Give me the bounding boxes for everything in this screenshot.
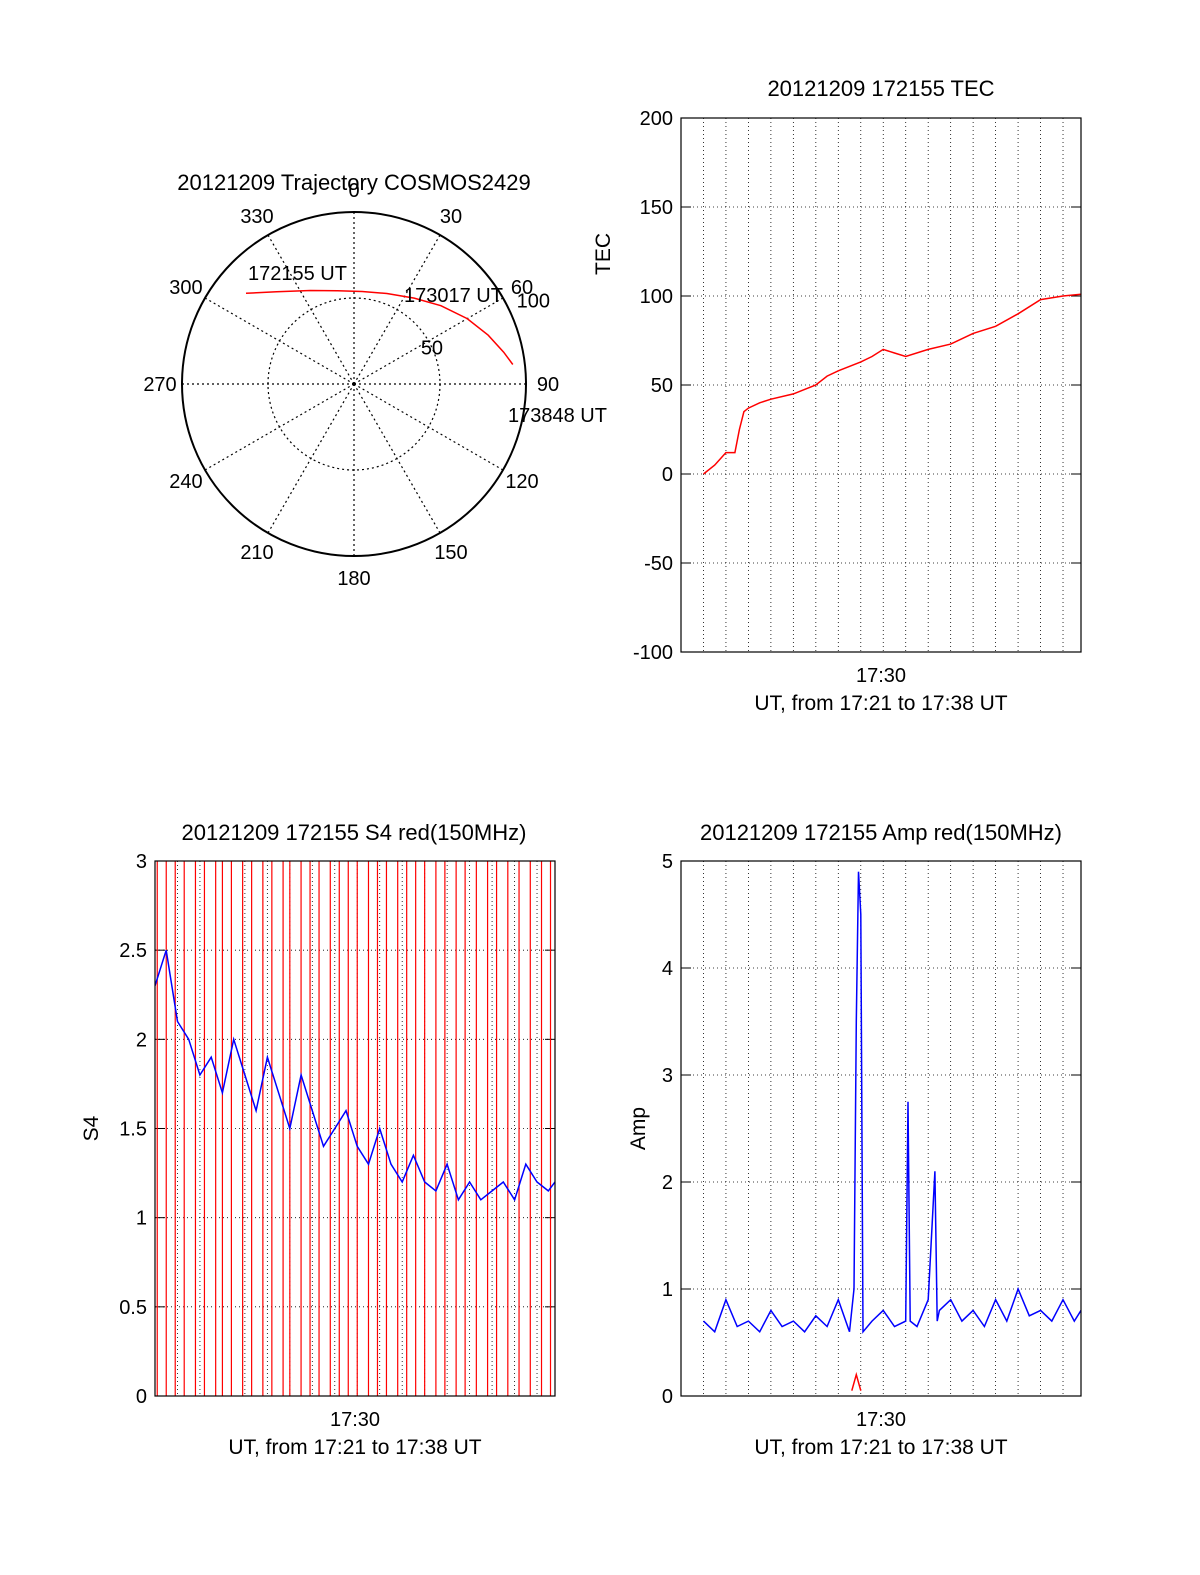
y-tick-label: -50 [644, 553, 673, 575]
amp-series [702, 871, 1081, 1391]
azimuth-label: 0 [348, 180, 359, 202]
polar-grid-spoke [204, 383, 355, 471]
tec-chart: 20121209 172155 TEC -100-50050100150200 … [592, 76, 1082, 715]
y-tick-label: 200 [640, 108, 673, 130]
trajectory-title: 20121209 Trajectory COSMOS2429 [177, 170, 530, 195]
azimuth-label: 150 [434, 542, 467, 564]
polar-grid-spoke [353, 383, 441, 534]
polar-grid-spoke [204, 297, 355, 385]
y-tick-label: 0 [662, 1386, 673, 1408]
s4-title: 20121209 172155 S4 red(150MHz) [182, 820, 527, 845]
tec-grid [681, 118, 1081, 652]
tec-x-tick-label: 17:30 [856, 665, 906, 687]
y-tick-label: 5 [662, 851, 673, 873]
ring-labels: 50 100 [421, 290, 550, 359]
y-tick-label: -100 [633, 642, 673, 664]
y-tick-label: 3 [136, 851, 147, 873]
azimuth-labels: 0 30 60 90 120 150 180 210 240 270 300 330 [143, 180, 559, 590]
s4-series [155, 861, 555, 1396]
azimuth-label: 270 [143, 374, 176, 396]
y-tick-label: 2.5 [119, 940, 147, 962]
y-tick-label: 2 [662, 1172, 673, 1194]
y-tick-label: 0 [662, 464, 673, 486]
series-line [703, 293, 1081, 475]
azimuth-label: 30 [440, 206, 462, 228]
amp-frame [680, 860, 1082, 1397]
tec-y-label: TEC [592, 233, 615, 275]
amp-y-label: Amp [627, 1107, 650, 1150]
azimuth-label: 240 [169, 471, 202, 493]
polar-grid-spoke [267, 383, 355, 534]
y-tick-label: 4 [662, 958, 673, 980]
tec-y-ticks: -100 -50 0 50 100 150 200 [633, 108, 1081, 664]
trajectory-annotation-end: 173848 UT [508, 405, 607, 427]
amp-x-label: UT, from 17:21 to 17:38 UT [754, 1436, 1007, 1459]
y-tick-label: 3 [662, 1065, 673, 1087]
s4-y-label: S4 [80, 1115, 103, 1141]
trajectory-annotation-mid: 173017 UT [404, 285, 503, 307]
s4-frame [154, 860, 556, 1397]
azimuth-label: 300 [169, 277, 202, 299]
trajectory-annotation-start: 172155 UT [248, 263, 347, 285]
y-tick-label: 0 [136, 1386, 147, 1408]
azimuth-label: 180 [337, 568, 370, 590]
tec-frame [680, 117, 1082, 653]
y-tick-label: 100 [640, 286, 673, 308]
s4-chart: 20121209 172155 S4 red(150MHz) 0 0.5 1 1.5 2… [80, 820, 556, 1459]
y-tick-label: 50 [651, 375, 673, 397]
polar-outer-ring [181, 211, 527, 557]
amp-title: 20121209 172155 Amp red(150MHz) [700, 820, 1062, 845]
s4-x-tick-label: 17:30 [330, 1409, 380, 1431]
tec-x-label: UT, from 17:21 to 17:38 UT [754, 692, 1007, 715]
trajectory-polar-plot: 20121209 Trajectory COSMOS2429 0 30 60 90 12… [143, 170, 607, 590]
y-tick-label: 150 [640, 197, 673, 219]
trajectory-track [245, 289, 514, 365]
y-tick-label: 1 [136, 1208, 147, 1230]
amp-grid [681, 861, 1081, 1396]
polar-grid-spoke [353, 234, 441, 385]
y-tick-label: 1 [662, 1279, 673, 1301]
azimuth-label: 60 [511, 277, 533, 299]
polar-grid-spoke [267, 234, 355, 385]
polar-grid [182, 212, 526, 556]
series-line [155, 949, 555, 1202]
amp-x-tick-label: 17:30 [856, 1409, 906, 1431]
azimuth-label: 120 [505, 471, 538, 493]
y-tick-label: 0.5 [119, 1297, 147, 1319]
polar-grid-spoke [353, 297, 504, 385]
ring-label: 100 [517, 290, 550, 312]
tec-title: 20121209 172155 TEC [767, 76, 994, 101]
azimuth-label: 90 [537, 374, 559, 396]
series-line [851, 1371, 862, 1391]
azimuth-label: 330 [240, 206, 273, 228]
y-tick-label: 1.5 [119, 1119, 147, 1141]
series-line [702, 871, 1081, 1334]
polar-grid-spoke [353, 383, 504, 471]
s4-x-label: UT, from 17:21 to 17:38 UT [228, 1436, 481, 1459]
s4-grid [155, 861, 555, 1396]
ring-label: 50 [421, 338, 443, 360]
tec-series [703, 293, 1081, 475]
y-tick-label: 2 [136, 1029, 147, 1051]
amp-chart: 20121209 172155 Amp red(150MHz) 0 1 2 3 4 5 A… [627, 820, 1082, 1459]
azimuth-label: 210 [240, 542, 273, 564]
